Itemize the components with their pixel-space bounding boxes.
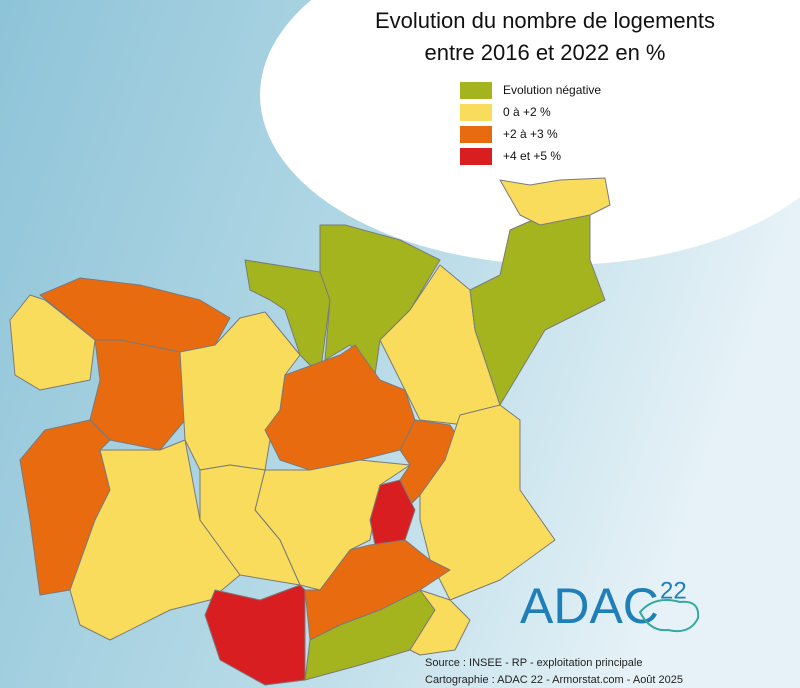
regions: [9, 177, 611, 686]
legend: Evolution négative 0 à +2 % +2 à +3 % +4 et…: [460, 82, 601, 165]
title-line: Evolution du nombre de logements: [375, 8, 715, 33]
legend-label: 0 à +2 %: [503, 105, 551, 119]
region: [499, 177, 611, 226]
logo: ADAC: [520, 578, 659, 634]
logo-emblem: [638, 599, 700, 633]
legend-swatch: [460, 82, 492, 99]
legend-swatch: [460, 126, 492, 143]
region: [9, 294, 96, 391]
region: [469, 194, 606, 406]
region: [199, 464, 301, 586]
legend-label: Evolution négative: [503, 83, 601, 97]
region: [89, 339, 186, 451]
legend-label: +2 à +3 %: [503, 127, 558, 141]
title-backdrop: [260, 0, 800, 265]
legend-swatch: [460, 148, 492, 165]
legend-swatch: [460, 104, 492, 121]
source-text: Source : INSEE - RP - exploitation princ…: [425, 657, 642, 669]
region: [409, 589, 471, 656]
legend-label: +4 et +5 %: [503, 149, 561, 163]
region: [419, 404, 556, 601]
title-line: entre 2016 et 2022 en %: [425, 40, 666, 65]
region: [319, 224, 441, 376]
source-text: Cartographie : ADAC 22 - Armorstat.com -…: [425, 674, 683, 686]
